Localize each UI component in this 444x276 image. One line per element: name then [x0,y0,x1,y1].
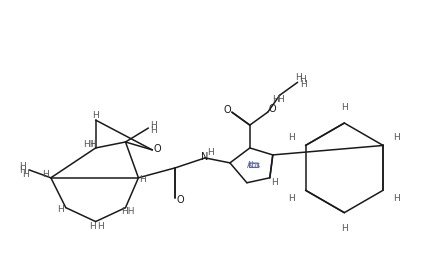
Text: H: H [278,95,284,104]
Text: O: O [223,105,231,115]
Text: H: H [57,205,64,214]
Text: H: H [295,73,302,82]
Text: H: H [23,170,29,179]
Text: H: H [300,80,307,89]
Text: H: H [271,178,278,187]
Text: H: H [341,103,348,112]
Text: H: H [150,121,157,129]
Text: O: O [154,144,161,154]
Text: H: H [272,95,279,104]
Text: H: H [207,148,214,157]
Text: N: N [202,152,209,162]
Text: H: H [92,111,99,120]
Text: H: H [289,133,295,142]
Text: H: H [289,194,295,203]
Text: HH: HH [121,207,134,216]
Text: H: H [299,75,306,84]
Text: HH: HH [83,140,96,150]
Text: H: H [97,222,104,231]
Text: H: H [43,170,49,179]
Text: O: O [269,104,277,114]
Text: H: H [19,162,25,171]
Text: H: H [341,224,348,233]
Text: H: H [89,222,96,231]
Text: H: H [19,166,25,175]
Text: H: H [139,175,146,184]
Text: H: H [393,194,400,203]
Text: H: H [150,126,157,134]
Text: H: H [393,133,400,142]
Text: H: H [90,140,97,150]
Text: O: O [176,195,184,205]
Text: Abs: Abs [247,161,261,170]
FancyBboxPatch shape [250,163,258,168]
